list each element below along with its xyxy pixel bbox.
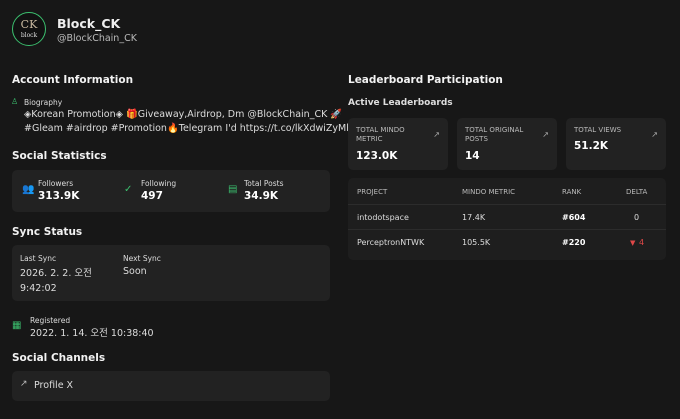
registered-value: 2022. 1. 14. 오전 10:38:40 <box>30 328 154 339</box>
trend-icon: ↗ <box>433 130 440 139</box>
bio-text: ◈Korean Promotion◈ 🎁Giveaway,Airdrop, Dm… <box>24 109 343 120</box>
section-title: Sync Status <box>12 226 83 238</box>
rank: #220 <box>562 238 586 247</box>
sync-value: 2026. 2. 2. 오전 9:42:02 <box>20 268 92 294</box>
stat-label: Total Posts <box>244 179 284 188</box>
metric-label: TOTAL VIEWS <box>574 126 622 134</box>
mindo-metric: 105.5K <box>462 238 491 247</box>
mindo-metric: 17.4K <box>462 213 486 222</box>
table-header: DELTA <box>626 188 648 196</box>
stat-label: Followers <box>38 179 74 188</box>
stats-card: 👥 Followers 313.9K ✓ Following 497 ▤ Tot… <box>12 170 330 212</box>
followers-icon: 👥 <box>22 184 35 195</box>
metric-card: TOTAL MINDO METRIC ↗ 123.0K <box>348 118 448 170</box>
stat-value: 313.9K <box>38 190 80 202</box>
stat-label: Following <box>141 179 177 188</box>
project-name: PerceptronNTWK <box>357 238 425 247</box>
metric-card: TOTAL ORIGINAL POSTS ↗ 14 <box>457 118 557 170</box>
avatar-logo: CK <box>20 18 38 31</box>
calendar-icon: ▦ <box>12 320 22 331</box>
external-link-icon: ↗ <box>20 379 28 389</box>
table-header: PROJECT <box>357 188 388 196</box>
metric-label: TOTAL MINDO METRIC <box>356 126 405 143</box>
delta: 4 <box>639 238 645 247</box>
delta: 0 <box>634 213 640 222</box>
user-handle: @BlockChain_CK <box>57 33 137 44</box>
metric-value: 51.2K <box>574 140 609 152</box>
bio-icon: ♙ <box>11 97 19 106</box>
sync-label: Next Sync <box>123 254 161 263</box>
bio-label: Biography <box>24 98 63 107</box>
sync-card: Last Sync 2026. 2. 2. 오전 9:42:02 Next Sy… <box>12 245 330 301</box>
sync-value: Soon <box>123 266 147 277</box>
trend-icon: ↗ <box>542 130 549 139</box>
posts-icon: ▤ <box>228 184 238 195</box>
table-header: RANK <box>562 188 582 196</box>
rank: #604 <box>562 213 586 222</box>
following-icon: ✓ <box>124 184 133 195</box>
metric-value: 14 <box>465 150 480 162</box>
metric-label: TOTAL ORIGINAL POSTS <box>465 126 524 143</box>
trend-icon: ↗ <box>651 130 658 139</box>
section-title: Account Information <box>12 74 134 86</box>
table-header: MINDO METRIC <box>462 188 516 196</box>
stat-value: 34.9K <box>244 190 279 202</box>
user-name: Block_CK <box>57 16 121 31</box>
subsection-title: Active Leaderboards <box>348 98 453 108</box>
channel-link[interactable]: Profile X <box>34 380 74 391</box>
metric-value: 123.0K <box>356 150 398 162</box>
leaderboard-table: PROJECT MINDO METRIC RANK DELTA intodots… <box>348 178 666 260</box>
channel-card[interactable]: ↗ Profile X <box>12 371 330 401</box>
bio-text: #Gleam #airdrop #Promotion🔥Telegram I'd … <box>24 123 353 134</box>
avatar: CK block <box>12 12 46 46</box>
registered-label: Registered <box>30 316 71 325</box>
section-title: Leaderboard Participation <box>348 74 503 86</box>
row-divider <box>348 229 666 230</box>
metric-card: TOTAL VIEWS ↗ 51.2K <box>566 118 666 170</box>
sync-label: Last Sync <box>20 254 57 263</box>
delta-down-icon: ▼ <box>630 239 636 247</box>
project-name: intodotspace <box>357 213 409 222</box>
avatar-caption: block <box>20 32 38 39</box>
row-divider <box>348 204 666 205</box>
section-title: Social Statistics <box>12 150 107 162</box>
stat-value: 497 <box>141 190 163 202</box>
section-title: Social Channels <box>12 352 106 364</box>
